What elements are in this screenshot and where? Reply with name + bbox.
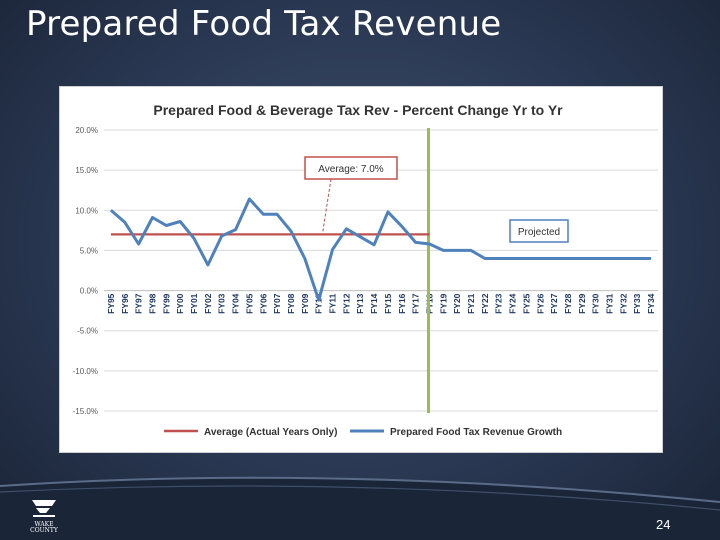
line-chart: 20.0% 15.0% 10.0% 5.0% 0.0% -5.0% -10.0% -15.0%… bbox=[73, 102, 658, 438]
y-tick-label: -15.0% bbox=[73, 407, 98, 416]
y-axis-tick-labels: 20.0% 15.0% 10.0% 5.0% 0.0% -5.0% -10.0% -15.0% bbox=[73, 126, 98, 416]
x-tick-label: FY24 bbox=[508, 293, 518, 314]
x-tick-label: FY34 bbox=[646, 293, 656, 314]
x-tick-label: FY99 bbox=[161, 293, 171, 314]
logo-text: WAKE COUNTY bbox=[30, 521, 58, 534]
x-tick-label: FY00 bbox=[175, 293, 185, 314]
footer-swoosh bbox=[0, 476, 720, 540]
x-tick-label: FY15 bbox=[383, 293, 393, 314]
x-tick-label: FY19 bbox=[438, 293, 448, 314]
annotations: Average: 7.0% Projected bbox=[304, 156, 569, 243]
x-tick-label: FY23 bbox=[494, 293, 504, 314]
x-tick-label: FY28 bbox=[563, 293, 573, 314]
x-tick-label: FY03 bbox=[217, 293, 227, 314]
x-tick-label: FY95 bbox=[106, 293, 116, 314]
average-callout-box bbox=[304, 156, 398, 180]
x-tick-label: FY08 bbox=[286, 293, 296, 314]
x-tick-label: FY31 bbox=[605, 293, 615, 314]
y-tick-label: -10.0% bbox=[73, 367, 98, 376]
x-tick-label: FY02 bbox=[203, 293, 213, 314]
x-tick-label: FY98 bbox=[147, 293, 157, 314]
x-tick-label: FY33 bbox=[632, 293, 642, 314]
x-tick-label: FY20 bbox=[452, 293, 462, 314]
y-tick-label: 5.0% bbox=[80, 246, 98, 255]
x-tick-label: FY30 bbox=[591, 293, 601, 314]
y-tick-label: -5.0% bbox=[77, 327, 98, 336]
slide-title: Prepared Food Tax Revenue bbox=[26, 4, 502, 44]
x-tick-label: FY13 bbox=[355, 293, 365, 314]
x-tick-label: FY04 bbox=[231, 293, 241, 314]
x-tick-label: FY14 bbox=[369, 293, 379, 314]
x-tick-label: FY10 bbox=[314, 293, 324, 314]
average-callout-label: Average: 7.0% bbox=[318, 164, 384, 175]
x-tick-label: FY11 bbox=[328, 293, 338, 313]
x-tick-label: FY09 bbox=[300, 293, 310, 314]
x-tick-label: FY01 bbox=[189, 293, 199, 314]
y-tick-label: 10.0% bbox=[75, 206, 98, 215]
average-callout-leader bbox=[322, 178, 332, 234]
x-tick-label: FY12 bbox=[341, 293, 351, 314]
x-tick-label: FY25 bbox=[521, 293, 531, 314]
y-tick-label: 20.0% bbox=[75, 126, 98, 135]
county-logo-icon bbox=[32, 500, 56, 517]
legend-label: Prepared Food Tax Revenue Growth bbox=[390, 427, 562, 438]
x-tick-label: FY16 bbox=[397, 293, 407, 314]
growth-series-line bbox=[109, 197, 652, 302]
x-tick-label: FY21 bbox=[466, 293, 476, 314]
chart-title: Prepared Food & Beverage Tax Rev - Perce… bbox=[153, 102, 563, 118]
x-axis-tick-labels: FY95 FY96 FY97 FY98 FY99 FY00 FY01 FY02 FY03 FY04… bbox=[106, 293, 656, 314]
x-tick-label: FY97 bbox=[134, 293, 144, 314]
legend-label: Average (Actual Years Only) bbox=[204, 427, 337, 438]
projected-callout-box bbox=[509, 219, 569, 243]
projected-callout-label: Projected bbox=[518, 227, 560, 238]
y-tick-label: 15.0% bbox=[75, 166, 98, 175]
x-tick-label: FY05 bbox=[244, 293, 254, 314]
x-tick-label: FY22 bbox=[480, 293, 490, 314]
x-tick-label: FY26 bbox=[535, 293, 545, 314]
x-tick-label: FY07 bbox=[272, 293, 282, 314]
x-tick-label: FY32 bbox=[618, 293, 628, 314]
page-number: 24 bbox=[656, 517, 671, 532]
chart-panel: 20.0% 15.0% 10.0% 5.0% 0.0% -5.0% -10.0% -15.0%… bbox=[59, 86, 663, 453]
y-tick-label: 0.0% bbox=[80, 287, 98, 296]
x-tick-label: FY06 bbox=[258, 293, 268, 314]
legend: Average (Actual Years Only) Prepared Food… bbox=[164, 427, 562, 438]
series-lines bbox=[109, 128, 652, 413]
x-tick-label: FY17 bbox=[411, 293, 421, 314]
x-tick-label: FY27 bbox=[549, 293, 559, 314]
x-tick-label: FY96 bbox=[120, 293, 130, 314]
x-tick-label: FY29 bbox=[577, 293, 587, 314]
